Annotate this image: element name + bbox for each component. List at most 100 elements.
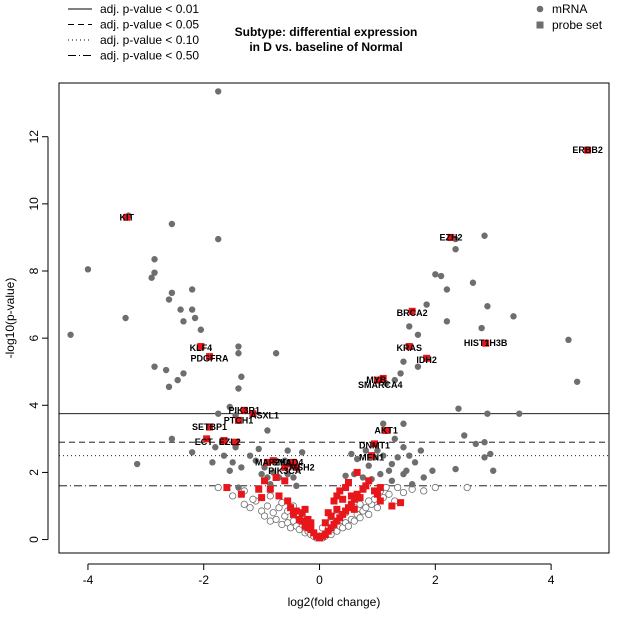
- data-point: [347, 500, 355, 508]
- title-line: Subtype: differential expression: [235, 25, 418, 39]
- data-point: [272, 473, 280, 481]
- data-point: [350, 505, 358, 513]
- data-point: [215, 235, 222, 243]
- data-point: [455, 405, 462, 412]
- data-point: [307, 519, 315, 527]
- data-point: [122, 314, 129, 322]
- data-point: [423, 301, 430, 308]
- data-point: [356, 494, 364, 502]
- title-line: in D vs. baseline of Normal: [249, 40, 402, 54]
- data-point: [214, 483, 222, 492]
- data-point: [437, 272, 445, 280]
- series-legend: mRNA probe set: [536, 2, 603, 32]
- data-point: [191, 314, 199, 322]
- data-point: [365, 497, 373, 505]
- gene-label: MAP2K1: [255, 457, 292, 467]
- data-point: [391, 376, 398, 384]
- data-point: [151, 363, 158, 370]
- gene-label: ECT: [195, 437, 214, 447]
- data-point: [162, 366, 170, 374]
- data-point: [220, 452, 228, 459]
- y-tick-label: 0: [27, 536, 41, 543]
- data-point: [394, 454, 401, 461]
- data-point: [339, 495, 347, 503]
- gene-label: HIST1H3B: [464, 338, 508, 348]
- data-point: [246, 452, 254, 459]
- data-point: [336, 487, 344, 495]
- data-point: [420, 474, 427, 481]
- data-point: [249, 495, 257, 503]
- data-point: [266, 485, 274, 493]
- gene-label: MSH2: [290, 462, 315, 472]
- data-point: [447, 233, 455, 241]
- data-point: [356, 500, 364, 508]
- data-point: [431, 483, 439, 492]
- data-point: [223, 484, 231, 492]
- data-point: [406, 452, 413, 459]
- data-point: [229, 459, 236, 466]
- data-point: [481, 454, 488, 461]
- gene-label: EZL2: [219, 437, 241, 447]
- data-point: [472, 440, 480, 448]
- data-point: [469, 279, 477, 286]
- data-point: [362, 482, 370, 490]
- data-point: [484, 410, 491, 417]
- data-point: [298, 449, 306, 456]
- data-point: [226, 403, 233, 411]
- data-point: [377, 470, 384, 478]
- data-point: [408, 480, 416, 488]
- data-point: [400, 444, 407, 451]
- data-point: [411, 459, 419, 466]
- data-point: [380, 420, 387, 427]
- data-point: [388, 502, 396, 510]
- data-point: [188, 449, 196, 456]
- data-point: [324, 509, 332, 517]
- data-point: [235, 385, 242, 392]
- data-point: [347, 492, 355, 500]
- x-tick-label: 4: [548, 573, 555, 587]
- gene-label: EZH2: [439, 232, 462, 242]
- y-tick-label: 8: [27, 267, 41, 274]
- data-point: [452, 245, 459, 253]
- data-point: [281, 463, 289, 471]
- data-point: [452, 465, 459, 473]
- data-point: [165, 296, 173, 303]
- data-point: [237, 490, 245, 498]
- gene-label: SETBP1: [192, 422, 227, 432]
- data-point: [209, 459, 216, 466]
- data-point: [379, 374, 387, 382]
- data-point: [212, 444, 219, 451]
- data-point: [232, 438, 240, 446]
- data-point: [584, 146, 592, 154]
- data-point: [417, 447, 425, 454]
- data-point: [293, 482, 300, 490]
- data-point: [356, 514, 364, 522]
- data-point: [344, 522, 353, 530]
- gene-label: PIK3CA: [268, 466, 302, 476]
- gene-labels: ERBB2 KIT EZH2 BRCA2 HIST1H3B KRAS IDH2 MYBSMAR…: [119, 145, 602, 476]
- legend-label: probe set: [552, 18, 603, 32]
- data-point: [333, 505, 341, 513]
- data-point: [281, 477, 289, 485]
- data-point: [235, 350, 242, 357]
- data-point: [330, 497, 338, 505]
- gene-label: KRAS: [397, 343, 423, 353]
- data-point: [255, 485, 263, 493]
- legend-label: adj. p-value < 0.10: [100, 33, 199, 47]
- data-point: [261, 477, 269, 485]
- legend-label: adj. p-value < 0.01: [100, 2, 199, 16]
- gene-label: PIK3R1: [229, 405, 261, 415]
- gene-label: DNMT1: [359, 441, 390, 451]
- x-tick-label: -4: [83, 573, 94, 587]
- data-point: [400, 358, 407, 365]
- data-point: [148, 274, 155, 281]
- data-point: [292, 463, 300, 471]
- data-point: [373, 376, 381, 384]
- legend-label: adj. p-value < 0.50: [100, 49, 199, 63]
- data-point: [84, 266, 92, 273]
- data-point: [206, 423, 214, 431]
- gene-label: ERBB2: [572, 145, 603, 155]
- data-point: [203, 435, 211, 443]
- data-point: [368, 452, 376, 460]
- data-point: [414, 363, 422, 370]
